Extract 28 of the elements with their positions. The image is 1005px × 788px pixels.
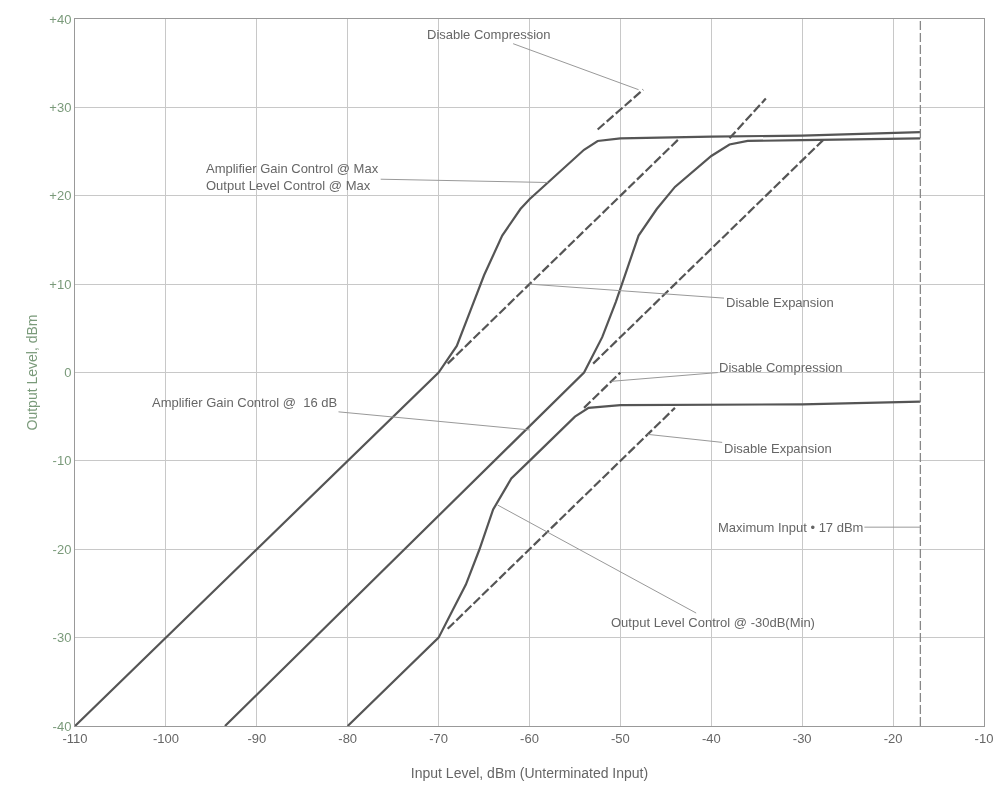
ref-line-label: Maximum Input • 17 dBm [718, 520, 864, 535]
x-tick-label: -30 [792, 730, 812, 746]
x-tick-label: -90 [247, 730, 267, 746]
y-tick-label: +10 [49, 276, 72, 292]
y-tick-label: +40 [49, 11, 72, 27]
annotation: Disable Expansion [724, 441, 832, 456]
y-tick-label: +30 [49, 99, 72, 115]
x-tick-label: -60 [520, 730, 539, 746]
annotation: Disable Compression [427, 27, 551, 42]
y-tick-label: -10 [52, 453, 72, 469]
y-tick-label: +20 [49, 188, 72, 204]
annotation: Amplifier Gain Control @ 16 dB [152, 395, 338, 410]
y-tick-label: 0 [64, 365, 72, 381]
y-tick-label: -20 [52, 541, 72, 557]
x-tick-label: -10 [974, 730, 994, 746]
annotation: Disable Expansion [726, 295, 834, 310]
x-tick-label: -80 [338, 730, 358, 746]
x-tick-label: -50 [611, 730, 630, 746]
x-tick-label: -40 [701, 730, 721, 746]
x-tick-label: -100 [152, 730, 179, 746]
annotation: Disable Compression [719, 360, 843, 375]
x-tick-label: -70 [429, 730, 448, 746]
annotation: Amplifier Gain Control @ Max Output Level Control @ Max [206, 161, 379, 193]
annotation: Output Level Control @ -30dB(Min) [611, 615, 815, 630]
x-axis-title: Input Level, dBm (Unterminated Input) [410, 765, 649, 781]
x-tick-label: -20 [883, 730, 903, 746]
y-axis-title: Output Level, dBm [24, 314, 40, 431]
y-tick-label: -30 [52, 630, 72, 646]
